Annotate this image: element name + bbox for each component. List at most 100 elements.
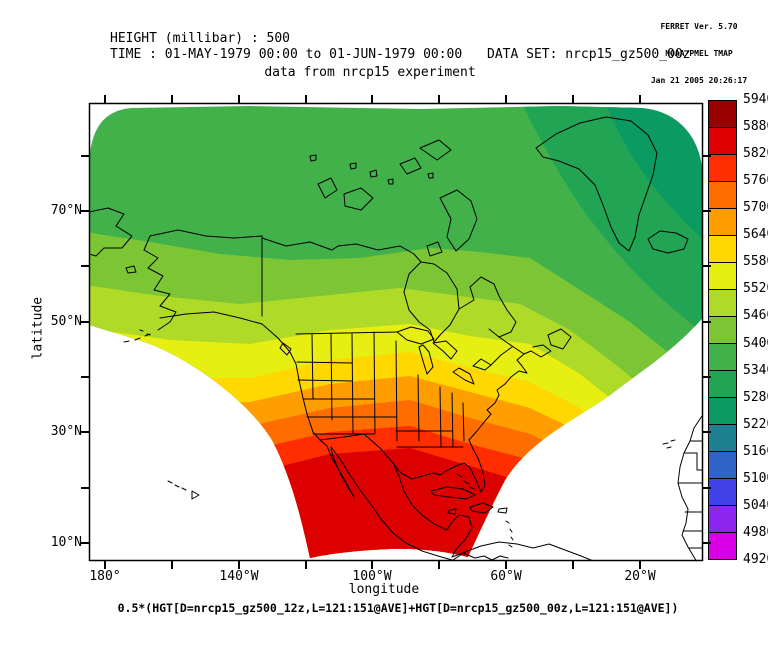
colorbar-segment-5040 <box>709 479 736 506</box>
coast-ellesmere <box>419 139 452 161</box>
colorbar-label: 4980 <box>743 524 768 540</box>
y-tick-label: 30°N <box>50 424 82 439</box>
colorbar-label: 5340 <box>743 362 768 378</box>
y-tick <box>81 321 89 323</box>
coast-banks-island <box>317 177 338 199</box>
colorbar-segment-5580 <box>709 236 736 263</box>
x-tick <box>171 561 173 569</box>
coast-alaska-north <box>149 229 263 239</box>
colorbar-segment-5520 <box>709 263 736 290</box>
colorbar-label: 5160 <box>743 443 768 459</box>
coast-pribilof <box>139 329 151 336</box>
coast-gulf <box>392 462 465 480</box>
colorbar-label: 5460 <box>743 308 768 324</box>
borders-states-vertical <box>311 331 465 448</box>
colorbar <box>708 100 737 560</box>
lake-michigan <box>418 344 434 375</box>
coast-east <box>468 350 532 450</box>
colorbar-label: 5760 <box>743 173 768 189</box>
coast-chukotka <box>89 207 133 257</box>
band-5220-corner <box>604 106 703 242</box>
x-tick-label: 20°W <box>624 569 656 584</box>
x-tick <box>572 561 574 569</box>
colorbar-label: 5100 <box>743 470 768 486</box>
ferret-version: FERRET Ver. 5.70 <box>660 22 738 31</box>
coast-antilles <box>505 520 514 548</box>
ferret-credit: FERRET Ver. 5.70 NOAA/PMEL TMAP Jan 21 2… <box>630 4 768 103</box>
colorbar-segment-5220 <box>709 398 736 425</box>
x-tick <box>238 561 240 569</box>
y-tick <box>702 265 711 267</box>
x-tick-label: 180° <box>89 569 121 584</box>
y-tick <box>702 431 711 433</box>
coast-cuba <box>430 486 476 500</box>
coast-st-lawrence-island <box>125 265 137 274</box>
coast-hispaniola <box>469 502 494 514</box>
x-tick-label: 60°W <box>490 569 522 584</box>
colorbar-label: 5280 <box>743 389 768 405</box>
border-us-canada-east <box>490 346 513 366</box>
coast-arctic-islets <box>309 154 434 185</box>
y-tick <box>81 265 89 267</box>
y-axis-label: latitude <box>30 296 46 360</box>
plot-frame <box>88 102 704 562</box>
colorbar-segment-5460 <box>709 290 736 317</box>
coast-alaska-south <box>159 311 291 353</box>
x-tick-label: 100°W <box>352 569 392 584</box>
coast-baja <box>326 445 355 498</box>
colorbar-segment-5640 <box>709 209 736 236</box>
coast-south-america <box>451 541 594 561</box>
coast-canary-islands <box>662 439 676 449</box>
colorbar-label: 5700 <box>743 200 768 216</box>
colorbar-label: 5580 <box>743 254 768 270</box>
x-tick <box>639 95 641 103</box>
border-us-canada <box>295 331 398 335</box>
x-tick <box>104 95 106 103</box>
lake-erie <box>452 367 475 385</box>
x-tick <box>305 561 307 569</box>
colorbar-segment-5340 <box>709 344 736 371</box>
y-tick-label: 70°N <box>50 203 82 218</box>
colorbar-segment-4920 <box>709 533 736 559</box>
variable-expression: 0.5*(HGT[D=nrcp15_gz500_12z,L=121:151@AV… <box>117 601 679 615</box>
coast-ungava-labrador <box>458 276 517 338</box>
y-tick <box>81 210 89 212</box>
y-tick <box>702 376 711 378</box>
coast-newfoundland <box>547 328 572 350</box>
colorbar-segment-5820 <box>709 128 736 155</box>
x-tick <box>371 95 373 103</box>
colorbar-label: 5520 <box>743 281 768 297</box>
colorbar-label: 5400 <box>743 335 768 351</box>
y-tick <box>702 210 711 212</box>
x-tick <box>238 95 240 103</box>
colorbar-segment-5880 <box>709 101 736 128</box>
x-tick <box>371 561 373 569</box>
lake-huron <box>432 340 458 360</box>
x-tick-label: 140°W <box>219 569 259 584</box>
y-tick <box>81 542 89 544</box>
coast-jamaica <box>447 508 457 515</box>
y-tick <box>702 321 711 323</box>
y-tick-label: 50°N <box>50 314 82 329</box>
coastlines <box>89 116 703 561</box>
colorbar-segment-5760 <box>709 155 736 182</box>
x-axis-label: longitude <box>348 582 420 597</box>
y-tick <box>81 376 89 378</box>
colorbar-segment-5280 <box>709 371 736 398</box>
y-tick <box>702 487 711 489</box>
coast-st-lawrence <box>488 328 525 355</box>
x-tick <box>305 95 307 103</box>
coast-puerto-rico <box>497 507 508 514</box>
colorbar-segment-5160 <box>709 425 736 452</box>
x-tick <box>171 95 173 103</box>
colorbar-segment-5700 <box>709 182 736 209</box>
x-tick <box>639 561 641 569</box>
colorbar-label: 5220 <box>743 416 768 432</box>
y-tick <box>81 155 89 157</box>
x-tick <box>104 561 106 569</box>
coast-mexico-gulf <box>392 462 473 558</box>
y-tick <box>81 431 89 433</box>
coast-florida <box>463 448 486 493</box>
plot-time-range: TIME : 01-MAY-1979 00:00 to 01-JUN-1979 … <box>110 47 463 62</box>
coast-devon <box>399 157 422 175</box>
